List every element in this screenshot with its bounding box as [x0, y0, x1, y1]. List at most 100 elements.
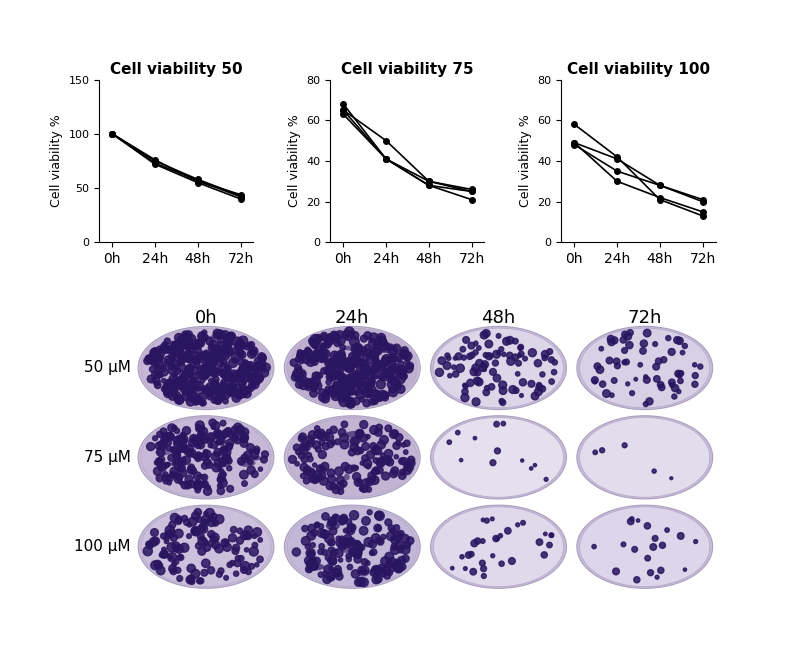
Point	[147, 536, 160, 547]
Ellipse shape	[339, 545, 354, 553]
Point	[304, 357, 317, 367]
Point	[367, 441, 380, 452]
Point	[638, 338, 650, 349]
Point	[189, 396, 202, 407]
Ellipse shape	[285, 416, 421, 499]
Point	[210, 367, 223, 377]
Point	[303, 564, 316, 574]
Point	[391, 558, 404, 568]
Point	[213, 463, 226, 474]
Point	[198, 472, 211, 483]
Point	[657, 355, 670, 365]
Point	[340, 363, 353, 374]
Point	[223, 337, 235, 347]
Point	[326, 384, 339, 394]
Point	[372, 510, 385, 520]
Point	[207, 355, 220, 366]
Point	[205, 350, 218, 361]
Point	[168, 466, 180, 477]
Point	[334, 475, 347, 485]
Point	[204, 565, 217, 575]
Point	[619, 440, 631, 451]
Point	[337, 351, 350, 362]
Point	[326, 372, 339, 383]
Ellipse shape	[433, 507, 564, 587]
Point	[366, 474, 379, 485]
Point	[186, 576, 199, 587]
Point	[337, 396, 350, 407]
Point	[643, 396, 656, 406]
Point	[179, 331, 192, 341]
Point	[308, 474, 321, 485]
Point	[375, 332, 388, 343]
Point	[305, 467, 318, 478]
Point	[200, 514, 212, 524]
Point	[211, 457, 224, 468]
Point	[167, 353, 180, 364]
Point	[375, 361, 388, 371]
Point	[352, 477, 365, 487]
Text: 24h: 24h	[335, 309, 370, 327]
Point	[347, 375, 360, 386]
Point	[648, 466, 661, 477]
Point	[302, 556, 315, 566]
Point	[346, 447, 359, 457]
Point	[361, 342, 374, 353]
Point	[340, 329, 353, 339]
Point	[324, 371, 337, 382]
Point	[194, 429, 207, 440]
Point	[175, 341, 188, 351]
Point	[175, 348, 188, 359]
Point	[234, 535, 246, 546]
Point	[145, 374, 157, 385]
Point	[173, 446, 185, 456]
Point	[544, 346, 556, 357]
Point	[336, 377, 349, 387]
Point	[655, 382, 668, 392]
Point	[174, 443, 187, 453]
Point	[503, 350, 516, 361]
Point	[515, 391, 528, 401]
Point	[158, 549, 171, 560]
Point	[176, 430, 189, 441]
Point	[351, 539, 364, 550]
Point	[349, 357, 362, 367]
Ellipse shape	[238, 372, 254, 379]
Point	[674, 530, 687, 541]
Point	[219, 538, 231, 548]
Point	[532, 358, 545, 369]
Point	[246, 363, 259, 374]
Point	[343, 375, 355, 386]
Point	[478, 364, 491, 375]
Point	[470, 396, 483, 407]
Point	[207, 440, 220, 450]
Point	[297, 369, 309, 379]
Point	[217, 469, 230, 480]
Point	[390, 440, 403, 451]
Point	[396, 371, 409, 381]
Point	[187, 340, 200, 351]
Point	[326, 537, 339, 548]
Point	[234, 339, 246, 350]
Point	[477, 564, 490, 574]
Point	[626, 388, 638, 398]
Point	[210, 374, 223, 385]
Point	[163, 378, 176, 389]
Point	[251, 376, 264, 387]
Point	[234, 526, 246, 536]
Point	[468, 538, 481, 549]
Point	[235, 387, 247, 397]
Point	[401, 438, 413, 449]
Point	[192, 453, 204, 463]
Point	[334, 555, 347, 566]
Point	[466, 350, 479, 361]
Point	[201, 361, 214, 371]
Point	[211, 447, 224, 457]
Point	[250, 362, 262, 373]
Point	[213, 330, 226, 341]
Point	[533, 382, 545, 392]
Point	[242, 525, 254, 536]
Point	[183, 444, 196, 454]
Point	[156, 461, 169, 472]
Point	[224, 483, 237, 494]
